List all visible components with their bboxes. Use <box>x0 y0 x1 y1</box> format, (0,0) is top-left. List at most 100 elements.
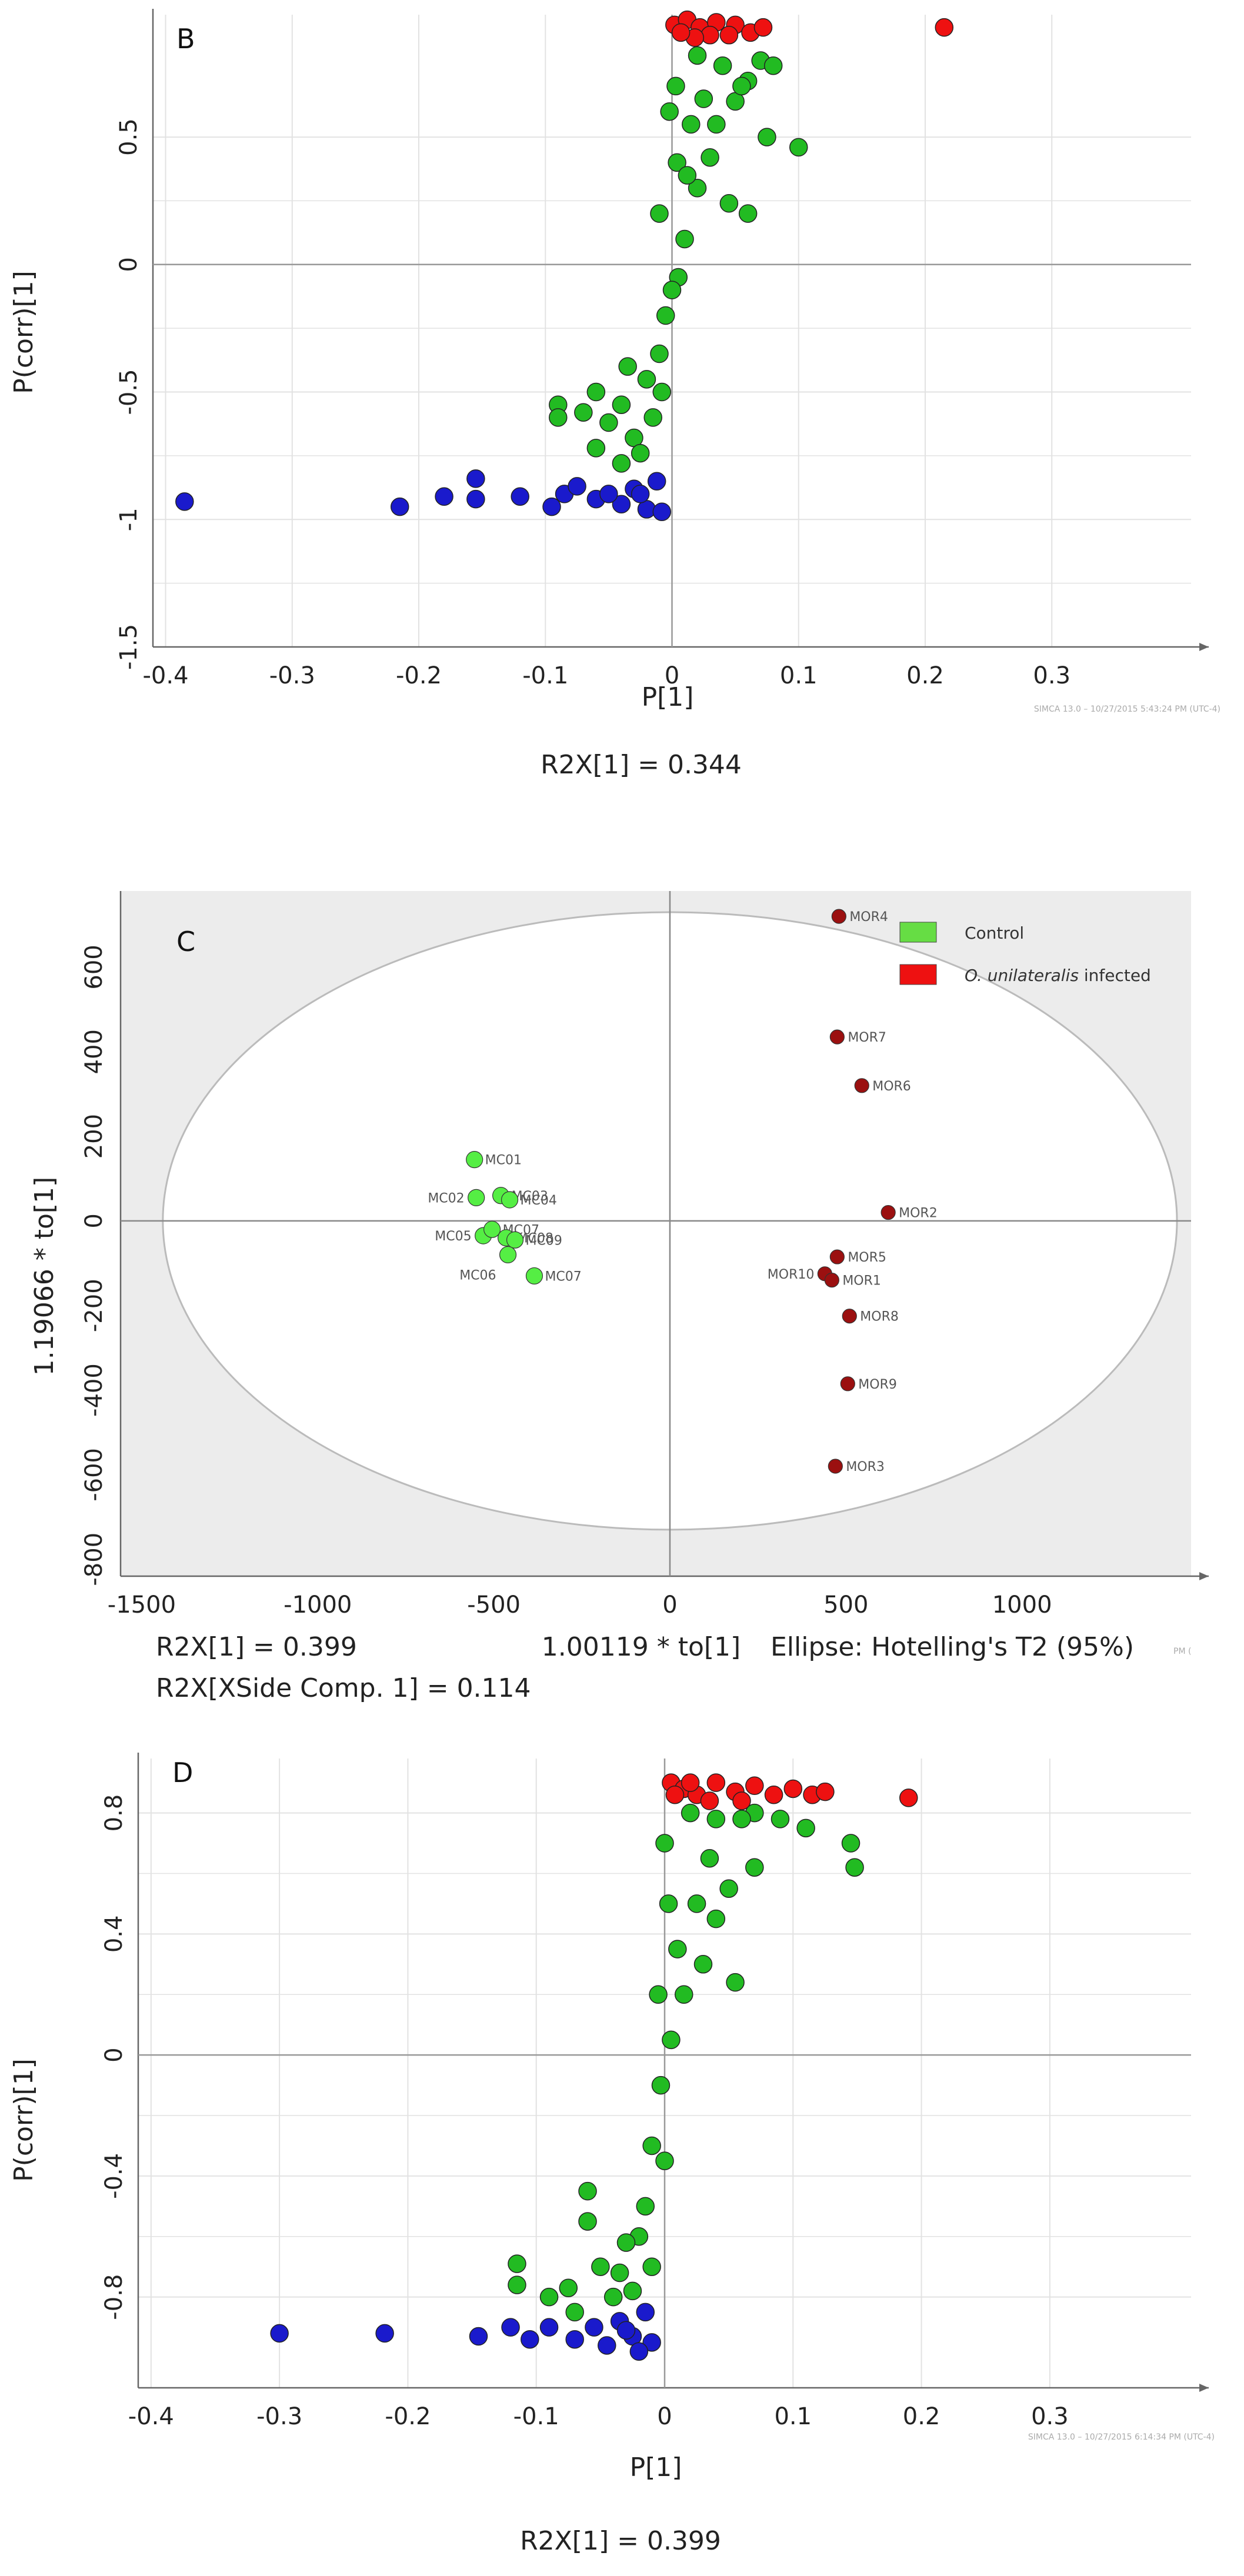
panel-b-x-axis-label: P[1] <box>642 682 694 712</box>
data-point-uncorrelated <box>578 2181 597 2201</box>
data-point-negative-correlated <box>270 2324 289 2343</box>
data-point-uncorrelated <box>687 1894 706 1913</box>
data-point-uncorrelated <box>706 1909 726 1928</box>
data-point-negative-correlated <box>636 2303 655 2322</box>
data-point-uncorrelated <box>701 148 719 167</box>
data-point-positive-correlated <box>681 1773 700 1792</box>
y-tick-label: -1 <box>115 508 142 531</box>
score-point <box>829 1029 845 1045</box>
data-point-uncorrelated <box>549 408 568 427</box>
score-point <box>525 1267 543 1285</box>
score-point <box>824 1273 839 1288</box>
data-point-negative-correlated <box>652 502 672 522</box>
data-point-negative-correlated <box>390 497 409 516</box>
score-point <box>854 1078 869 1093</box>
x-tick-label: -0.1 <box>513 2403 559 2430</box>
data-point-positive-correlated <box>665 1785 685 1804</box>
data-point-positive-correlated <box>700 1791 719 1810</box>
score-point <box>506 1231 524 1249</box>
data-point-uncorrelated <box>758 128 776 146</box>
data-point-uncorrelated <box>655 1834 674 1853</box>
x-tick-label: -0.2 <box>396 662 442 689</box>
data-point-negative-correlated <box>539 2318 559 2337</box>
data-point-uncorrelated <box>565 2303 584 2322</box>
data-point-uncorrelated <box>688 46 707 65</box>
data-point-uncorrelated <box>652 382 672 402</box>
panel-c-legend: Control O. unilateralis infected <box>899 922 1151 985</box>
data-point-negative-correlated <box>435 487 453 506</box>
data-point-uncorrelated <box>660 102 679 121</box>
score-point-label: MC07 <box>545 1269 581 1284</box>
legend-label-infected: O. unilateralis infected <box>965 966 1151 985</box>
data-point-uncorrelated <box>649 1985 668 2004</box>
score-point-label: MC04 <box>521 1193 557 1208</box>
panel-c-watermark: PM ( <box>1173 1647 1191 1656</box>
panel-d-letter: D <box>172 1757 193 1788</box>
data-point-uncorrelated <box>789 138 808 157</box>
panel-d-chart: -0.4 -0.3 -0.2 -0.1 0 0.1 0.2 0.3 -0.8 -0.4 0 0.4 0.… <box>9 1753 1215 2556</box>
panel-c-ellipse-caption: Ellipse: Hotelling's T2 (95%) <box>771 1632 1134 1662</box>
score-point <box>501 1191 519 1209</box>
data-point-positive-correlated <box>745 1776 764 1796</box>
score-point <box>466 1151 483 1169</box>
data-point-negative-correlated <box>568 477 586 496</box>
x-tick-label: -0.2 <box>385 2403 431 2430</box>
data-point-uncorrelated <box>578 2212 597 2231</box>
data-point-negative-correlated <box>629 2342 649 2361</box>
data-point-uncorrelated <box>636 2197 655 2216</box>
data-point-negative-correlated <box>466 489 485 509</box>
score-point <box>842 1309 857 1324</box>
data-point-negative-correlated <box>469 2327 488 2346</box>
y-tick-label: -800 <box>81 1533 108 1586</box>
x-tick-label: -1500 <box>108 1591 176 1619</box>
data-point-negative-correlated <box>642 2333 661 2352</box>
data-point-uncorrelated <box>559 2278 578 2297</box>
score-point <box>499 1246 517 1264</box>
score-point <box>881 1204 896 1220</box>
panel-c-r2x-footnote: R2X[1] = 0.399 <box>156 1632 357 1662</box>
data-point-negative-correlated <box>466 469 485 488</box>
data-point-uncorrelated <box>693 1955 713 1974</box>
y-tick-label: -1.5 <box>115 624 142 670</box>
data-point-uncorrelated <box>642 2257 661 2276</box>
legend-label-infected-species: O. unilateralis <box>965 966 1079 985</box>
score-point-label: MC05 <box>435 1229 471 1244</box>
data-point-negative-correlated <box>511 487 529 506</box>
panel-d-watermark: SIMCA 13.0 – 10/27/2015 6:14:34 PM (UTC-… <box>1028 2432 1215 2442</box>
x-tick-label: 1000 <box>992 1591 1052 1619</box>
panel-b-points <box>175 10 954 522</box>
panel-d-points <box>270 1773 918 2361</box>
data-point-uncorrelated <box>612 395 631 414</box>
legend-label-infected-suffix: infected <box>1079 966 1151 985</box>
panel-b-letter: B <box>176 23 195 55</box>
data-point-uncorrelated <box>631 443 650 463</box>
data-point-positive-correlated <box>671 23 691 42</box>
score-point <box>468 1189 485 1206</box>
data-point-uncorrelated <box>586 439 606 458</box>
panel-c-tick-labels: -1500 -1000 -500 0 500 1000 -800 -600 -400 -200 0 2… <box>81 945 1052 1619</box>
data-point-uncorrelated <box>603 2287 623 2307</box>
data-point-negative-correlated <box>612 495 631 514</box>
y-tick-label: -600 <box>81 1448 108 1501</box>
x-tick-label: -500 <box>467 1591 521 1619</box>
y-tick-label: -200 <box>81 1279 108 1332</box>
data-point-uncorrelated <box>623 2281 642 2301</box>
panel-c-axes <box>119 891 1209 1580</box>
data-point-uncorrelated <box>841 1834 861 1853</box>
panel-b-y-axis-label: P(corr)[1] <box>9 271 39 394</box>
panel-b-axes <box>152 9 1209 651</box>
data-point-negative-correlated <box>598 2336 616 2355</box>
score-point-label: MOR1 <box>842 1274 881 1289</box>
data-point-uncorrelated <box>668 1940 687 1958</box>
x-tick-label: -0.1 <box>522 662 568 689</box>
panel-b-tick-labels: -0.4 -0.3 -0.2 -0.1 0 0.1 0.2 0.3 -1.5 -1 -0.5 0 0.5 <box>115 118 1070 689</box>
x-axis-arrow <box>1199 643 1209 651</box>
data-point-negative-correlated <box>599 485 618 503</box>
data-point-positive-correlated <box>701 25 719 45</box>
score-point <box>828 1459 843 1474</box>
data-point-uncorrelated <box>656 306 675 325</box>
score-point-label: MOR2 <box>899 1206 938 1221</box>
data-point-uncorrelated <box>732 76 751 96</box>
